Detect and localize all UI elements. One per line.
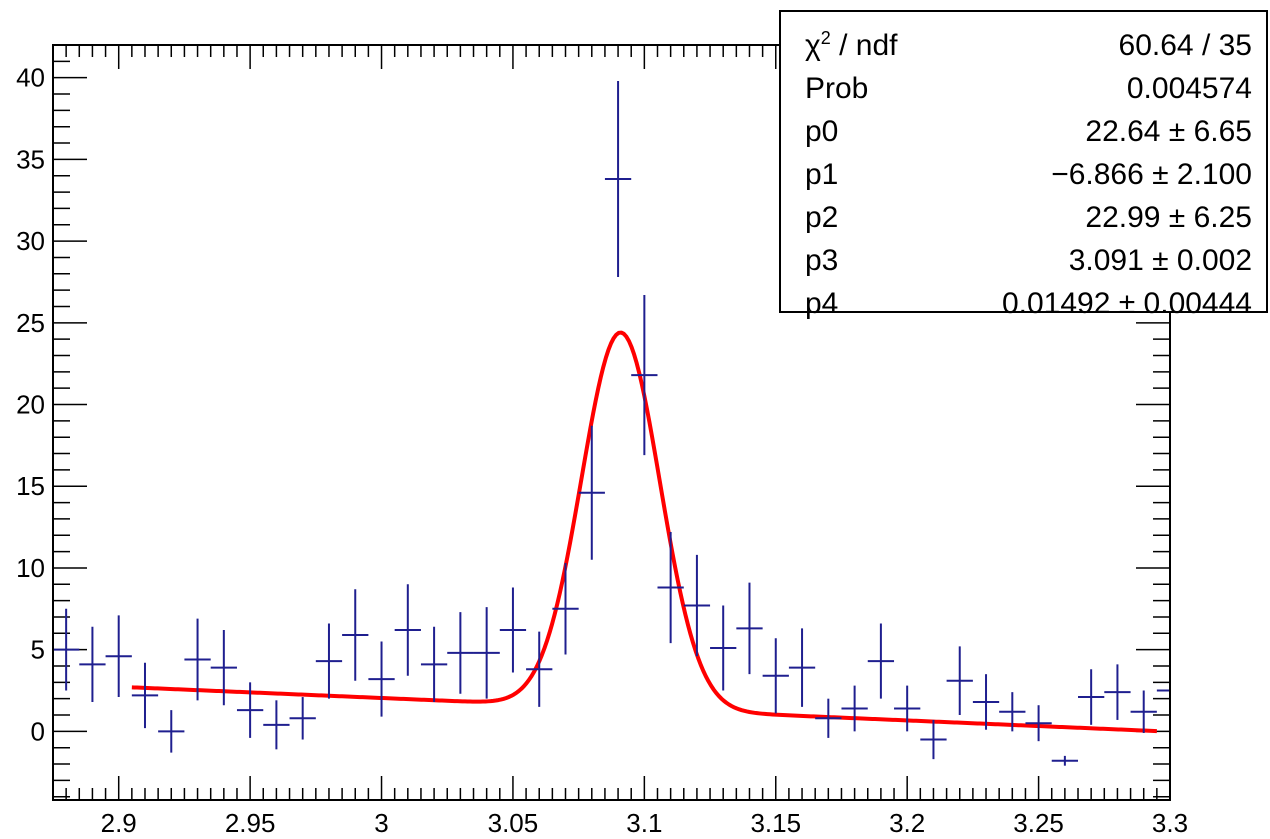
data-point bbox=[815, 698, 842, 738]
x-tick-label: 3.1 bbox=[626, 808, 662, 838]
stat-row-p0: p0 22.64 ± 6.65 bbox=[805, 110, 1252, 153]
data-point bbox=[447, 612, 474, 694]
stat-name-prob: Prob bbox=[805, 72, 869, 105]
data-point bbox=[79, 626, 106, 702]
data-point bbox=[946, 646, 973, 716]
stat-name-p1: p1 bbox=[805, 158, 839, 191]
stat-value-p3: 3.091 ± 0.002 bbox=[1068, 244, 1252, 277]
y-tick-label: 15 bbox=[16, 471, 45, 501]
data-point bbox=[1025, 705, 1052, 742]
stat-value-prob: 0.004574 bbox=[1126, 72, 1252, 105]
data-point bbox=[1104, 664, 1131, 720]
data-point bbox=[657, 531, 684, 644]
data-point bbox=[604, 80, 632, 278]
data-point bbox=[788, 628, 816, 707]
stat-value-p4: 0.01492 ± 0.00444 bbox=[1001, 287, 1252, 320]
data-point bbox=[315, 623, 343, 699]
x-tick-label: 2.95 bbox=[225, 808, 276, 838]
stat-row-p4: p4 0.01492 ± 0.00444 bbox=[805, 282, 1252, 325]
data-point bbox=[1051, 755, 1079, 766]
y-tick-label: 35 bbox=[16, 144, 45, 174]
y-tick-label: 5 bbox=[31, 635, 45, 665]
data-point bbox=[236, 682, 264, 738]
data-point bbox=[920, 719, 947, 760]
stat-row-p1: p1 −6.866 ± 2.100 bbox=[805, 153, 1252, 196]
data-point bbox=[499, 587, 527, 673]
x-tick-label: 3.05 bbox=[488, 808, 539, 838]
y-tick-label: 0 bbox=[31, 716, 45, 746]
y-tick-label: 20 bbox=[16, 390, 45, 420]
y-tick-label: 25 bbox=[16, 308, 45, 338]
axis-tick-labels: 0 5 10 15 20 25 30 35 40 2.9 2.95 3 3.05 3.1 3.15 3.2 3.… bbox=[16, 63, 1188, 838]
data-point bbox=[420, 626, 448, 702]
data-point bbox=[342, 589, 369, 681]
stat-name-p4: p4 bbox=[805, 287, 839, 320]
data-point bbox=[552, 563, 579, 655]
data-point bbox=[394, 584, 421, 676]
stat-row-p2: p2 22.99 ± 6.25 bbox=[805, 196, 1252, 239]
data-point bbox=[1156, 661, 1171, 720]
x-tick-label: 3.25 bbox=[1013, 808, 1064, 838]
y-tick-label: 30 bbox=[16, 226, 45, 256]
stat-name-p2: p2 bbox=[805, 201, 839, 234]
data-point bbox=[131, 662, 159, 729]
data-point bbox=[210, 630, 237, 706]
data-point bbox=[867, 623, 895, 699]
data-point bbox=[631, 295, 658, 456]
y-tick-label: 10 bbox=[16, 553, 45, 583]
x-tick-label: 3.3 bbox=[1152, 808, 1188, 838]
stat-row-chi2: χ2 / ndf 60.64 / 35 bbox=[805, 24, 1252, 67]
y-tick-label: 40 bbox=[16, 63, 45, 93]
data-point bbox=[841, 685, 868, 732]
data-point bbox=[710, 605, 737, 691]
data-point bbox=[972, 674, 1000, 730]
data-point bbox=[53, 608, 80, 691]
data-point bbox=[526, 631, 553, 707]
stat-row-prob: Prob 0.004574 bbox=[805, 67, 1252, 110]
stat-value-chi2: 60.64 / 35 bbox=[1118, 29, 1252, 62]
data-point bbox=[683, 554, 711, 657]
stat-name-p0: p0 bbox=[805, 115, 839, 148]
data-point bbox=[158, 710, 185, 753]
data-point bbox=[289, 697, 316, 740]
x-tick-label: 3 bbox=[374, 808, 388, 838]
data-point bbox=[894, 685, 921, 732]
data-point bbox=[105, 615, 132, 698]
data-point bbox=[762, 638, 789, 714]
data-point bbox=[736, 582, 763, 675]
data-point bbox=[184, 618, 211, 701]
x-tick-label: 3.2 bbox=[889, 808, 925, 838]
data-point bbox=[263, 700, 290, 750]
stat-value-p1: −6.866 ± 2.100 bbox=[1051, 158, 1252, 191]
stat-value-p0: 22.64 ± 6.65 bbox=[1085, 115, 1252, 148]
data-points-layer bbox=[53, 80, 1171, 766]
data-point bbox=[1078, 669, 1105, 725]
data-point bbox=[368, 641, 395, 717]
x-tick-label: 2.9 bbox=[101, 808, 137, 838]
data-point bbox=[473, 607, 500, 699]
data-point bbox=[578, 425, 605, 560]
stat-name-chi2: χ2 / ndf bbox=[805, 28, 898, 62]
plot-frame bbox=[52, 44, 1171, 801]
data-point bbox=[999, 692, 1026, 732]
fit-statistics-box: χ2 / ndf 60.64 / 35 Prob 0.004574 p0 22.… bbox=[779, 10, 1268, 320]
stat-value-p2: 22.99 ± 6.25 bbox=[1085, 201, 1252, 234]
x-tick-label: 3.15 bbox=[750, 808, 801, 838]
stat-name-p3: p3 bbox=[805, 244, 839, 277]
data-point bbox=[1130, 690, 1157, 733]
stat-row-p3: p3 3.091 ± 0.002 bbox=[805, 239, 1252, 282]
